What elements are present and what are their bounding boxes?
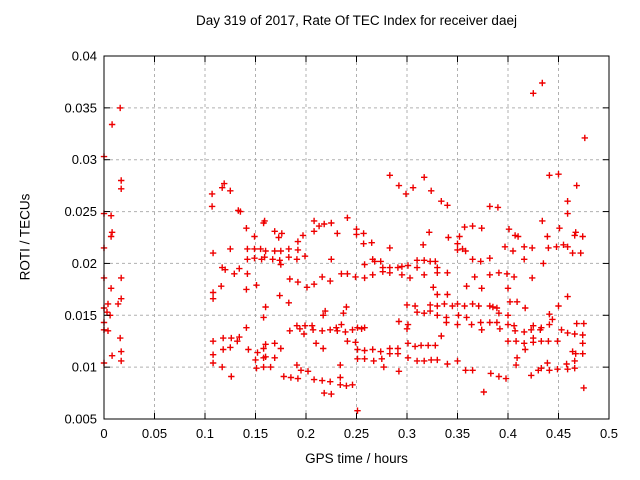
- data-point-markers: [100, 79, 588, 414]
- x-tick-label: 0.4: [499, 426, 517, 441]
- y-tick-label: 0.025: [64, 204, 97, 219]
- x-tick-label: 0.35: [445, 426, 470, 441]
- y-tick-label: 0.015: [64, 308, 97, 323]
- y-tick-label: 0.035: [64, 100, 97, 115]
- y-tick-label: 0.02: [72, 256, 97, 271]
- x-tick-label: 0.1: [196, 426, 214, 441]
- x-tick-label: 0.05: [142, 426, 167, 441]
- x-tick-label: 0.25: [344, 426, 369, 441]
- chart-title: Day 319 of 2017, Rate Of TEC Index for r…: [196, 13, 517, 28]
- x-axis-label: GPS time / hours: [305, 451, 408, 466]
- y-tick-label: 0.04: [72, 49, 97, 64]
- x-tick-label: 0.15: [243, 426, 268, 441]
- x-tick-label: 0.2: [297, 426, 315, 441]
- y-tick-label: 0.01: [72, 360, 97, 375]
- x-tick-label: 0: [100, 426, 107, 441]
- y-tick-label: 0.005: [64, 412, 97, 427]
- x-tick-label: 0.5: [600, 426, 618, 441]
- x-tick-label: 0.45: [546, 426, 571, 441]
- x-tick-label: 0.3: [398, 426, 416, 441]
- y-tick-label: 0.03: [72, 152, 97, 167]
